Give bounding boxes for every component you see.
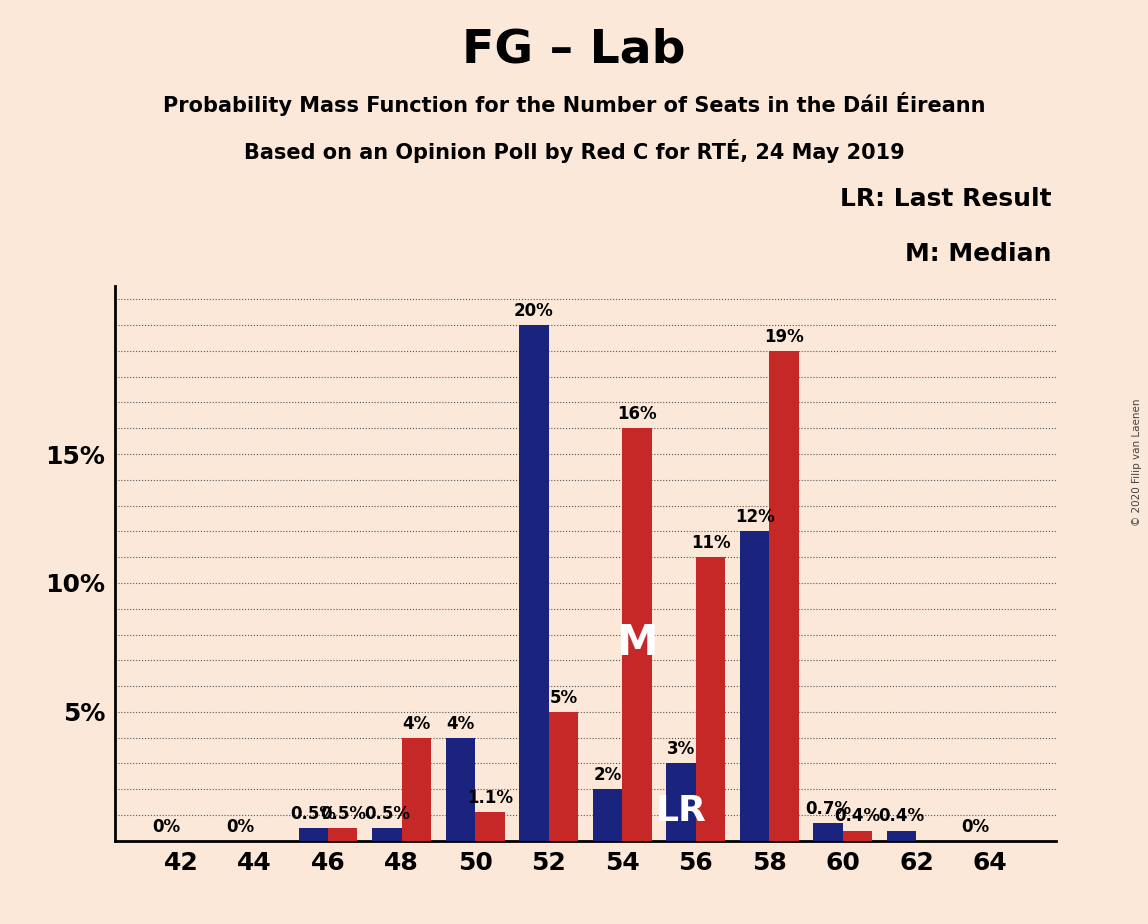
Bar [549,711,579,841]
Text: 5%: 5% [550,688,577,707]
Text: M: Median: M: Median [905,242,1052,266]
Bar [622,428,652,841]
Bar [887,831,916,841]
Text: © 2020 Filip van Laenen: © 2020 Filip van Laenen [1132,398,1142,526]
Bar [843,831,872,841]
Text: 20%: 20% [514,302,553,320]
Text: 0.5%: 0.5% [320,805,366,822]
Bar [666,763,696,841]
Bar [592,789,622,841]
Bar [814,822,843,841]
Text: LR: Last Result: LR: Last Result [840,187,1052,211]
Text: M: M [616,622,658,663]
Bar [769,351,799,841]
Text: 0.7%: 0.7% [805,799,851,818]
Bar [740,531,769,841]
Text: 0.5%: 0.5% [364,805,410,822]
Bar [696,557,726,841]
Text: 2%: 2% [594,766,622,784]
Text: 0.5%: 0.5% [290,805,336,822]
Text: 0.4%: 0.4% [878,808,925,825]
Text: Probability Mass Function for the Number of Seats in the Dáil Éireann: Probability Mass Function for the Number… [163,92,985,116]
Bar [402,737,430,841]
Text: Based on an Opinion Poll by Red C for RTÉ, 24 May 2019: Based on an Opinion Poll by Red C for RT… [243,139,905,163]
Text: LR: LR [656,795,706,829]
Text: 4%: 4% [402,714,430,733]
Bar [475,812,505,841]
Bar [445,737,475,841]
Text: 1.1%: 1.1% [467,789,513,808]
Text: 16%: 16% [618,405,657,423]
Text: 0%: 0% [153,818,180,835]
Bar [519,325,549,841]
Text: 0.4%: 0.4% [835,808,881,825]
Text: 0%: 0% [961,818,990,835]
Text: 11%: 11% [691,534,730,552]
Bar [328,828,357,841]
Text: FG – Lab: FG – Lab [463,28,685,73]
Bar [298,828,328,841]
Text: 19%: 19% [765,328,804,346]
Text: 4%: 4% [447,714,474,733]
Text: 3%: 3% [667,740,696,759]
Text: 0%: 0% [226,818,254,835]
Bar [372,828,402,841]
Text: 12%: 12% [735,508,775,527]
